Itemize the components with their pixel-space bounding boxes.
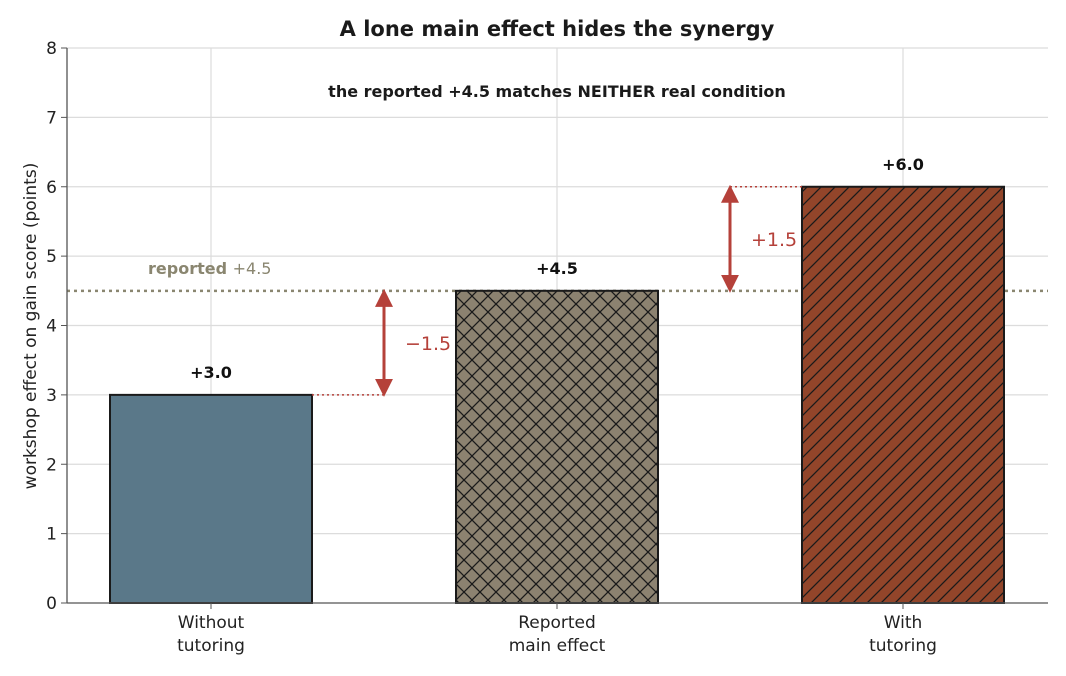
- annotation-label: −1.5: [405, 333, 451, 355]
- bar-hatch: [456, 290, 658, 603]
- chart-title: A lone main effect hides the synergy: [340, 17, 775, 41]
- reference-label-bold: reported: [148, 259, 233, 278]
- x-category-label: tutoring: [869, 636, 937, 656]
- y-tick-label: 8: [46, 39, 57, 59]
- bars-group: +3.0 +4.5 +6.0: [109, 155, 1005, 604]
- y-tick-label: 1: [46, 525, 57, 545]
- y-tick-label: 2: [46, 455, 57, 475]
- y-tick-label: 5: [46, 247, 57, 267]
- annotations-group: −1.5 +1.5: [312, 184, 802, 397]
- y-tick-label: 3: [46, 386, 57, 406]
- bar-value-label: +6.0: [882, 155, 924, 174]
- x-category-label: Without: [178, 613, 245, 633]
- x-category-label: With: [884, 613, 923, 633]
- y-tick-label: 0: [46, 594, 57, 614]
- bar-hatch: [802, 186, 1004, 603]
- annotation-label: +1.5: [751, 229, 797, 251]
- y-axis-label: workshop effect on gain score (points): [21, 163, 41, 490]
- x-category-label: Reported: [518, 613, 596, 633]
- y-tick-label: 7: [46, 108, 57, 128]
- y-tick-label: 4: [46, 317, 57, 337]
- axes-group: 0 1 2 3 4 5 6 7 8 Without tutoring Reported main eff…: [46, 39, 1048, 656]
- bar-value-label: +4.5: [536, 259, 578, 278]
- chart-subtitle: the reported +4.5 matches NEITHER real c…: [328, 82, 786, 101]
- x-category-label: main effect: [509, 636, 606, 656]
- bar: [110, 394, 312, 603]
- bar-value-label: +3.0: [190, 363, 232, 382]
- reference-label-value: +4.5: [233, 259, 272, 278]
- reference-line-label: reported +4.5: [148, 259, 271, 278]
- y-tick-label: 6: [46, 178, 57, 198]
- x-category-label: tutoring: [177, 636, 245, 656]
